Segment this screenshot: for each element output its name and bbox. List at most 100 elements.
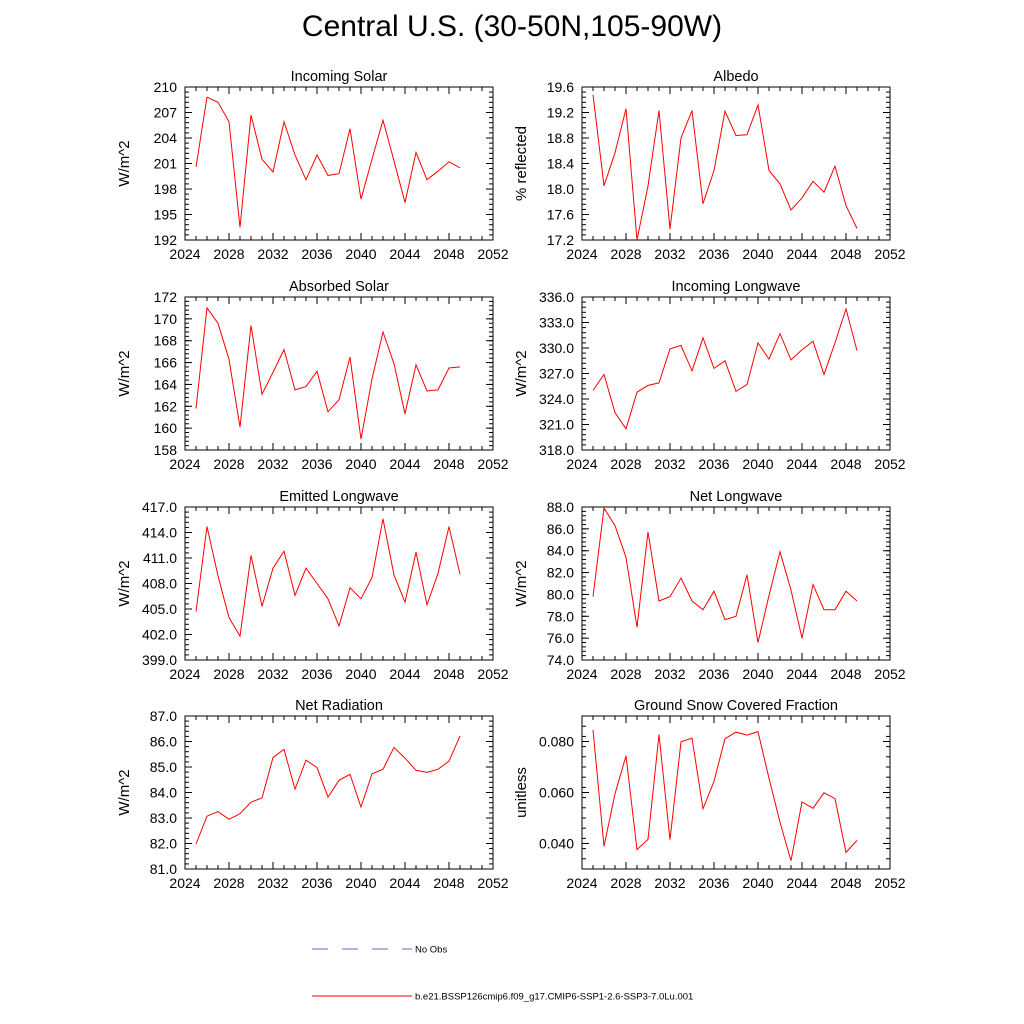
y-tick-label: 164: [154, 376, 178, 392]
panel-title: Emitted Longwave: [279, 489, 398, 505]
x-tick-label: 2044: [786, 246, 817, 262]
x-tick-label: 2036: [301, 246, 332, 262]
x-tick-label: 2024: [169, 246, 200, 262]
x-tick-label: 2036: [698, 246, 729, 262]
x-tick-label: 2040: [345, 666, 376, 682]
x-tick-label: 2040: [742, 875, 773, 891]
y-tick-label: 166: [154, 355, 178, 371]
series-line: [195, 518, 461, 638]
legend: No Obs b.e21.BSSP126cmip6.f09_g17.CMIP6-S…: [312, 945, 693, 1003]
series-line: [195, 96, 461, 228]
y-tick-label: 85.0: [150, 759, 177, 775]
main-title: Central U.S. (30-50N,105-90W): [301, 10, 723, 43]
x-tick-label: 2036: [301, 875, 332, 891]
x-tick-label: 2028: [213, 666, 244, 682]
y-tick-label: 411.0: [143, 550, 177, 566]
x-tick-label: 2028: [213, 456, 244, 472]
y-tick-label: 84.0: [150, 785, 177, 801]
x-tick-label: 2040: [345, 246, 376, 262]
panel-1: Incoming Solar W/m^2 2024 2028 2032 2036 2040 2…: [116, 69, 509, 262]
legend-label: b.e21.BSSP126cmip6.f09_g17.CMIP6-SSP1-2.…: [415, 992, 693, 1003]
plot-frame: [581, 715, 891, 870]
panel-7: Net Radiation W/m^2 2024 2028 2032 2036 2040 20…: [116, 698, 509, 891]
y-axis-label: W/m^2: [116, 560, 133, 606]
y-tick-label: 78.0: [547, 608, 574, 624]
x-tick-label: 2048: [830, 246, 861, 262]
x-tick-label: 2032: [257, 875, 288, 891]
x-tick-label: 2040: [742, 456, 773, 472]
panel-title: Ground Snow Covered Fraction: [634, 698, 838, 714]
y-tick-label: 18.4: [547, 156, 574, 172]
x-tick-label: 2024: [566, 456, 597, 472]
plot-frame: [581, 86, 891, 241]
y-tick-label: 76.0: [547, 630, 574, 646]
series-line: [195, 306, 461, 440]
x-tick-label: 2024: [566, 666, 597, 682]
x-tick-label: 2052: [874, 666, 905, 682]
y-tick-label: 198: [154, 181, 178, 197]
legend-label: No Obs: [415, 945, 447, 956]
y-axis-label: W/m^2: [513, 350, 530, 396]
panel-title: Albedo: [713, 69, 758, 85]
y-tick-label: 83.0: [150, 810, 177, 826]
x-tick-label: 2036: [698, 666, 729, 682]
y-tick-label: 81.0: [150, 861, 177, 877]
y-tick-label: 321.0: [539, 417, 574, 433]
y-tick-label: 170: [154, 311, 178, 327]
x-tick-label: 2028: [610, 246, 641, 262]
x-tick-label: 2052: [477, 875, 508, 891]
x-tick-label: 2028: [610, 666, 641, 682]
y-tick-label: 0.040: [539, 836, 574, 852]
x-tick-label: 2028: [610, 456, 641, 472]
x-tick-label: 2044: [786, 666, 817, 682]
y-tick-label: 18.8: [547, 130, 574, 146]
x-tick-label: 2048: [830, 875, 861, 891]
y-tick-label: 87.0: [150, 708, 177, 724]
panel-title: Net Longwave: [690, 489, 783, 505]
x-tick-label: 2044: [389, 875, 420, 891]
plot-frame: [581, 296, 891, 451]
x-tick-label: 2044: [389, 666, 420, 682]
plot-frame: [184, 506, 494, 661]
y-tick-label: 327.0: [539, 366, 574, 382]
series-line: [195, 735, 461, 845]
y-axis-label: W/m^2: [116, 350, 133, 396]
x-tick-label: 2044: [786, 875, 817, 891]
y-axis-label: % reflected: [513, 126, 530, 201]
y-tick-label: 86.0: [150, 734, 177, 750]
plot-frame: [184, 715, 494, 870]
y-tick-label: 158: [154, 442, 178, 458]
x-tick-label: 2024: [566, 246, 597, 262]
y-tick-label: 0.060: [539, 785, 574, 801]
x-tick-label: 2036: [301, 666, 332, 682]
plot-frame: [581, 506, 891, 661]
y-tick-label: 207: [154, 105, 178, 121]
x-tick-label: 2032: [654, 875, 685, 891]
x-tick-label: 2048: [433, 666, 464, 682]
y-tick-label: 204: [154, 130, 178, 146]
x-tick-label: 2048: [830, 456, 861, 472]
x-tick-label: 2036: [698, 456, 729, 472]
y-axis-label: unitless: [513, 767, 530, 818]
panel-title: Absorbed Solar: [289, 279, 389, 295]
y-tick-label: 74.0: [547, 652, 574, 668]
y-tick-label: 417.0: [142, 499, 177, 515]
panel-2: Albedo % reflected 2024 2028 2032 2036 2040 204…: [513, 69, 906, 262]
y-tick-label: 162: [154, 398, 178, 414]
y-tick-label: 318.0: [539, 442, 574, 458]
x-tick-label: 2052: [874, 456, 905, 472]
panel-6: Net Longwave W/m^2 2024 2028 2032 2036 2040 204…: [513, 489, 906, 682]
y-tick-label: 402.0: [142, 627, 177, 643]
y-tick-label: 405.0: [142, 601, 177, 617]
y-tick-label: 195: [154, 207, 178, 223]
x-tick-label: 2048: [830, 666, 861, 682]
y-tick-label: 88.0: [547, 499, 574, 515]
x-tick-label: 2024: [169, 456, 200, 472]
y-tick-label: 84.0: [547, 543, 574, 559]
y-tick-label: 330.0: [539, 340, 574, 356]
panel-title: Incoming Longwave: [672, 279, 801, 295]
y-tick-label: 86.0: [547, 521, 574, 537]
y-tick-label: 336.0: [539, 289, 574, 305]
x-tick-label: 2024: [566, 875, 597, 891]
